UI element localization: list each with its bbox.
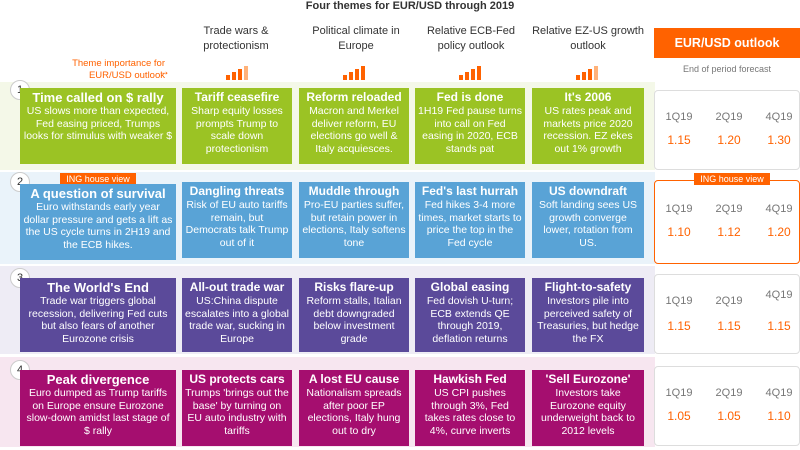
column-header-growth: Relative EZ-US growth outlook	[532, 25, 644, 52]
theme-cell: Flight-to-safety Investors pile into per…	[532, 278, 644, 352]
theme-cell: Hawkish Fed US CPI pushes through 3%, Fe…	[415, 370, 525, 446]
theme-cell: Dangling threats Risk of EU auto tariffs…	[182, 182, 292, 258]
forecast-value: 1.15	[667, 133, 691, 147]
forecast-value: 1.15	[717, 319, 741, 333]
forecast-value: 1.12	[717, 225, 741, 239]
scenario-description: US slows more than expected, Fed easing …	[23, 105, 173, 142]
scenario-4-summary: Peak divergence Euro dumped as Trump tar…	[20, 370, 176, 446]
importance-label: Theme importance for EUR/USD outlook	[72, 58, 165, 81]
column-header-policy: Relative ECB-Fed policy outlook	[426, 25, 516, 52]
theme-cell: Tariff ceasefire Sharp equity losses pro…	[182, 88, 292, 164]
forecast-panel-2: 1Q19 2Q19 4Q19 1.10 1.12 1.20	[654, 180, 800, 264]
scenario-title: The World's End	[47, 280, 149, 295]
forecast-value: 1.30	[767, 133, 791, 147]
theme-cell: 'Sell Eurozone' Investors take Eurozone …	[532, 370, 644, 446]
outlook-subtitle: End of period forecast	[682, 64, 772, 74]
theme-cell: A lost EU cause Nationalism spreads afte…	[299, 370, 409, 446]
importance-bars-growth	[576, 66, 606, 80]
house-view-tag: ING house view	[60, 173, 136, 185]
scenario-title: Time called on $ rally	[32, 90, 164, 105]
theme-cell: Fed's last hurrah Fed hikes 3-4 more tim…	[415, 182, 525, 258]
forecast-value: 1.05	[717, 409, 741, 423]
theme-cell: US protects cars Trumps 'brings out the …	[182, 370, 292, 446]
theme-cell: US downdraft Soft landing sees US growth…	[532, 182, 644, 258]
house-view-tag: ING house view	[694, 173, 770, 185]
scenario-description: Trade war triggers global recession, del…	[28, 295, 168, 345]
theme-cell: Risks flare-up Reform stalls, Italian de…	[299, 278, 409, 352]
forecast-panel-4: 1Q19 2Q19 4Q19 1.05 1.05 1.10	[654, 366, 800, 446]
forecast-value: 1.10	[667, 225, 691, 239]
forecast-value: 1.15	[767, 319, 791, 333]
forecast-value: 1.15	[667, 319, 691, 333]
importance-bars-politics	[343, 66, 373, 80]
theme-cell: Reform reloaded Macron and Merkel delive…	[299, 88, 409, 164]
scenario-2-summary: A question of survival Euro withstands e…	[20, 184, 176, 260]
importance-bars-policy	[459, 66, 489, 80]
column-header-politics: Political climate in Europe	[312, 25, 400, 52]
importance-bars-trade	[226, 66, 256, 80]
arrow-right-icon: →	[158, 64, 170, 78]
theme-cell: All-out trade war US:China dispute escal…	[182, 278, 292, 352]
forecast-value: 1.20	[767, 225, 791, 239]
forecast-panel-1: 1Q19 2Q19 4Q19 1.15 1.20 1.30	[654, 90, 800, 170]
scenario-title: Peak divergence	[46, 372, 150, 387]
theme-cell: Muddle through Pro-EU parties suffer, bu…	[299, 182, 409, 258]
scenario-1-summary: Time called on $ rally US slows more tha…	[20, 88, 176, 164]
forecast-value: 1.10	[767, 409, 791, 423]
page-title: Four themes for EUR/USD through 2019	[305, 0, 515, 12]
theme-cell: Global easing Fed dovish U-turn; ECB ext…	[415, 278, 525, 352]
forecast-value: 1.05	[667, 409, 691, 423]
theme-cell: It's 2006 US rates peak and markets pric…	[532, 88, 644, 164]
outlook-title: EUR/USD outlook	[654, 28, 800, 58]
scenario-description: Euro dumped as Trump tariffs on Europe e…	[26, 387, 170, 437]
scenario-3-summary: The World's End Trade war triggers globa…	[20, 278, 176, 352]
forecast-value: 1.20	[717, 133, 741, 147]
scenario-description: Euro withstands early year dollar pressu…	[23, 201, 173, 251]
column-header-trade: Trade wars & protectionism	[203, 25, 269, 52]
scenario-title: A question of survival	[30, 186, 166, 201]
forecast-panel-3: 1Q19 2Q19 4Q19 1.15 1.15 1.15	[654, 274, 800, 354]
theme-cell: Fed is done 1H19 Fed pause turns into ca…	[415, 88, 525, 164]
